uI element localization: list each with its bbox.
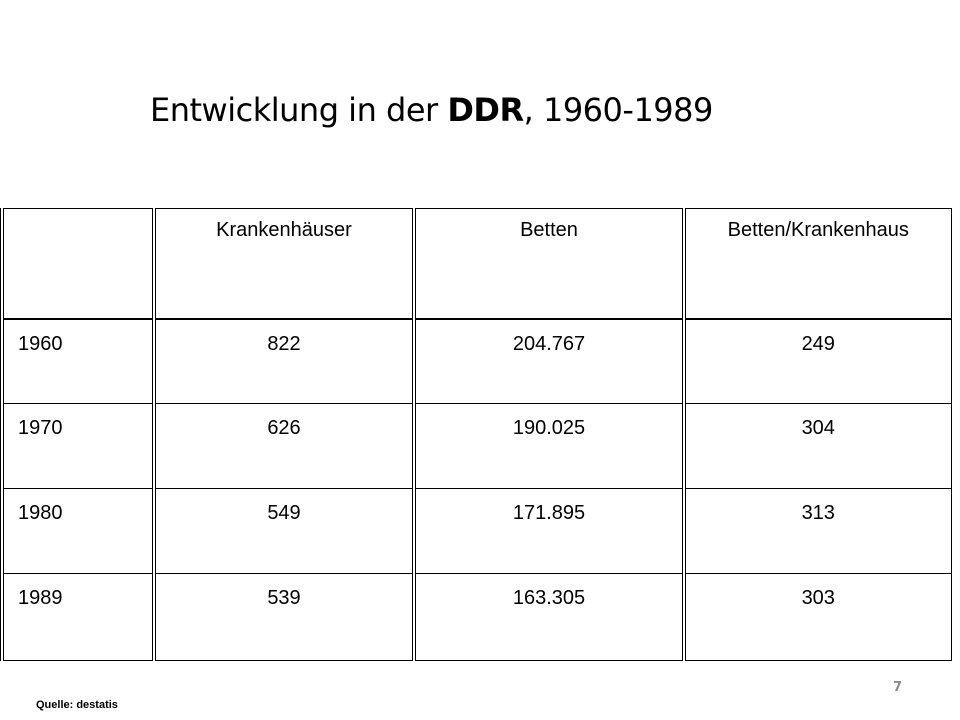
beds-per-hospital-cell: 313	[682, 488, 952, 574]
hospitals-cell: 822	[152, 318, 415, 404]
title-prefix: Entwicklung in der	[150, 91, 448, 129]
column-header	[0, 208, 155, 320]
table-row: 1970 626 190.025 304	[0, 403, 952, 489]
beds-per-hospital-cell: 304	[682, 403, 952, 489]
table-row: 1960 822 204.767 249	[0, 318, 952, 404]
year-cell: 1970	[0, 403, 155, 489]
year-cell: 1980	[0, 488, 155, 574]
beds-cell: 171.895	[412, 488, 685, 574]
column-header: Betten	[412, 208, 685, 320]
column-header: Krankenhäuser	[152, 208, 415, 320]
hospitals-cell: 626	[152, 403, 415, 489]
hospitals-cell: 549	[152, 488, 415, 574]
title-bold: DDR	[447, 91, 524, 129]
beds-cell: 190.025	[412, 403, 685, 489]
hospitals-cell: 539	[152, 573, 415, 661]
table-row: 1980 549 171.895 313	[0, 488, 952, 574]
beds-per-hospital-cell: 249	[682, 318, 952, 404]
beds-cell: 204.767	[412, 318, 685, 404]
source-note: Quelle: destatis	[36, 699, 118, 711]
table-row: 1989 539 163.305 303	[0, 573, 952, 661]
table-header-row: Krankenhäuser Betten Betten/Krankenhaus	[0, 208, 952, 320]
year-cell: 1960	[0, 318, 155, 404]
year-cell: 1989	[0, 573, 155, 661]
page-number: 7	[893, 680, 903, 695]
column-header: Betten/Krankenhaus	[682, 208, 952, 320]
title-suffix: , 1960-1989	[523, 91, 714, 129]
beds-cell: 163.305	[412, 573, 685, 661]
data-table: Krankenhäuser Betten Betten/Krankenhaus …	[0, 208, 952, 661]
beds-per-hospital-cell: 303	[682, 573, 952, 661]
page-title: Entwicklung in der DDR, 1960-1989	[150, 88, 713, 132]
